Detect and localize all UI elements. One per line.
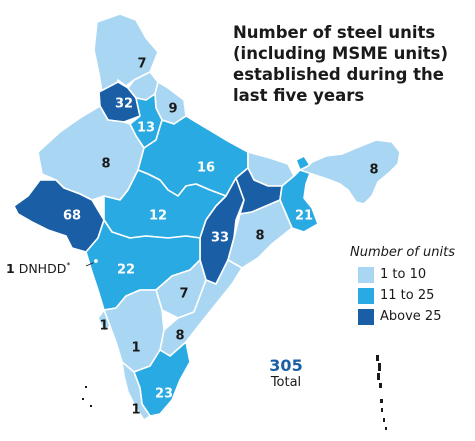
state-value-rajasthan: 8 bbox=[101, 157, 110, 172]
state-andhra-pradesh bbox=[159, 259, 243, 357]
state-value-tamil-nadu: 23 bbox=[155, 387, 173, 402]
state-value-maharashtra: 22 bbox=[117, 263, 135, 278]
state-value-telangana: 7 bbox=[179, 287, 188, 302]
dnhdd-footnote-mark: * bbox=[66, 261, 71, 270]
state-kerala bbox=[121, 361, 151, 421]
dnhdd-callout: 1 DNHDD* bbox=[6, 261, 70, 276]
state-value-uttar-pradesh: 16 bbox=[197, 161, 215, 176]
total-label: Total bbox=[270, 375, 302, 390]
state-value-gujarat: 68 bbox=[63, 209, 81, 224]
state-value-karnataka: 1 bbox=[131, 341, 140, 356]
legend: Number of units 1 to 10 11 to 25 Above 2… bbox=[350, 245, 474, 327]
state-value-madhya-pradesh: 12 bbox=[149, 209, 167, 224]
legend-swatch-high bbox=[358, 308, 374, 325]
legend-title: Number of units bbox=[350, 245, 455, 260]
state-northeast bbox=[299, 139, 401, 205]
state-value-chhattisgarh: 33 bbox=[211, 231, 229, 246]
legend-item-mid: 11 to 25 bbox=[350, 285, 474, 306]
state-value-odisha: 8 bbox=[255, 229, 264, 244]
state-value-goa: 1 bbox=[99, 319, 108, 334]
andaman-nicobar-islands bbox=[376, 355, 387, 430]
lakshadweep-islands bbox=[82, 386, 92, 407]
state-karnataka bbox=[103, 289, 165, 373]
dnhdd-name: DNHDD bbox=[18, 261, 67, 277]
state-value-northeast: 8 bbox=[369, 163, 378, 178]
state-odisha bbox=[227, 199, 293, 269]
state-value-jammu-kashmir: 7 bbox=[137, 57, 146, 72]
legend-label-high: Above 25 bbox=[380, 309, 442, 324]
legend-label-low: 1 to 10 bbox=[380, 267, 427, 282]
legend-swatch-low bbox=[358, 266, 374, 283]
state-value-haryana: 13 bbox=[137, 121, 155, 136]
legend-item-high: Above 25 bbox=[350, 306, 474, 327]
state-value-andhra-pradesh: 8 bbox=[175, 329, 184, 344]
total-value: 305 bbox=[269, 356, 303, 375]
legend-item-low: 1 to 10 bbox=[350, 264, 474, 285]
dnhdd-marker bbox=[92, 257, 100, 265]
legend-swatch-mid bbox=[358, 287, 374, 304]
state-value-kerala: 1 bbox=[131, 403, 140, 418]
state-value-uttarakhand: 9 bbox=[168, 102, 177, 117]
legend-label-mid: 11 to 25 bbox=[380, 288, 435, 303]
total-summary: 305 Total bbox=[264, 356, 308, 391]
state-value-punjab: 32 bbox=[115, 97, 133, 112]
dnhdd-value: 1 bbox=[6, 261, 15, 277]
state-value-west-bengal: 21 bbox=[295, 209, 313, 224]
state-goa bbox=[97, 309, 111, 333]
map-title: Number of steel units (including MSME un… bbox=[233, 23, 449, 105]
